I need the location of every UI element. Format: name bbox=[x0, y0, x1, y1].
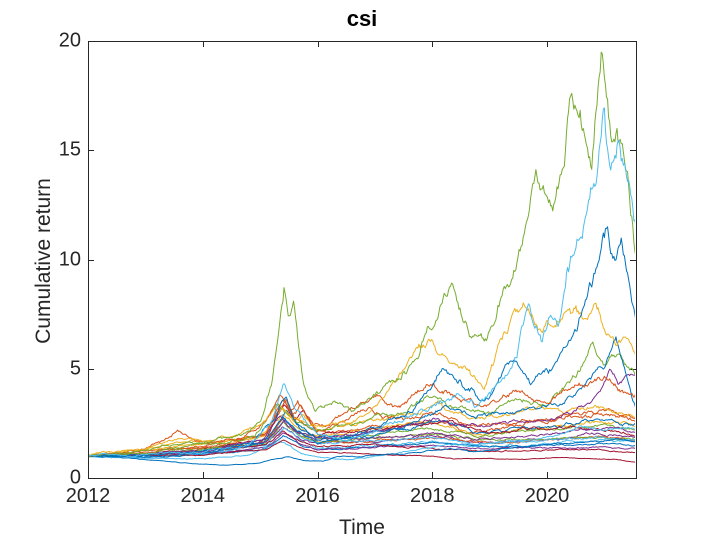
x-tick-label: 2018 bbox=[410, 485, 455, 507]
x-tick-label: 2012 bbox=[65, 485, 111, 507]
x-axis-label: Time bbox=[339, 516, 385, 539]
x-tick-label: 2020 bbox=[524, 485, 570, 507]
x-tick-label: 2016 bbox=[295, 485, 340, 507]
chart-title: csi bbox=[346, 6, 378, 31]
y-tick-label: 20 bbox=[58, 29, 81, 52]
y-tick-label: 5 bbox=[69, 357, 81, 380]
y-tick-label: 15 bbox=[58, 138, 81, 161]
y-tick-label: 10 bbox=[58, 248, 81, 270]
y-tick-label: 0 bbox=[69, 466, 81, 489]
x-tick-label: 2014 bbox=[180, 485, 226, 507]
